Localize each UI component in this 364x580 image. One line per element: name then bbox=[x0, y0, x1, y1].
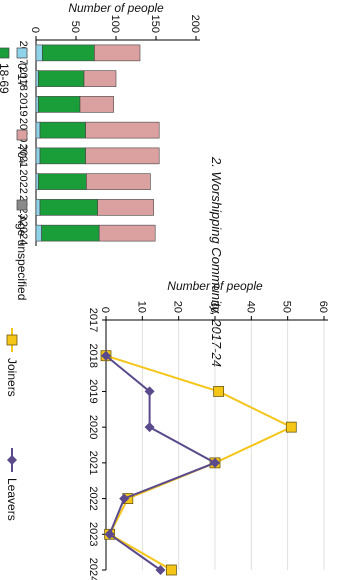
chart-title: 2. Worshipping Community, 2017-24 bbox=[209, 156, 224, 367]
line-y-tick-label: 60 bbox=[317, 301, 329, 313]
bar-segment-70- bbox=[83, 70, 117, 87]
legend-swatch-18-69 bbox=[0, 47, 10, 59]
bar-segment-0-17 bbox=[35, 147, 41, 165]
legend-label-age-unspecified: Age unspecified bbox=[15, 215, 29, 300]
bar-segment-0-17 bbox=[35, 224, 42, 242]
legend-swatch-age-unspecified bbox=[16, 199, 28, 211]
bar-segment-70- bbox=[86, 173, 151, 190]
line-x-tick-label: 2021 bbox=[87, 451, 99, 475]
bar-x-tick-label: 2022 bbox=[17, 169, 29, 193]
bar-y-tick-label: 200 bbox=[189, 15, 201, 33]
bar-segment-70- bbox=[94, 44, 141, 62]
bar-segment-0-17 bbox=[35, 199, 41, 216]
joiners-point bbox=[165, 564, 177, 576]
legend-swatch-0-17 bbox=[16, 47, 28, 59]
bar-segment-18-69 bbox=[39, 199, 98, 216]
bar-y-tick-label: 50 bbox=[69, 21, 81, 33]
bar-y-tick-label: 150 bbox=[149, 15, 161, 33]
bar-segment-18-69 bbox=[42, 44, 95, 62]
legend-label-0-17: 0-17 bbox=[15, 63, 29, 87]
joiners-point bbox=[213, 386, 225, 397]
bar-segment-0-17 bbox=[35, 173, 39, 190]
legend-swatch-70- bbox=[16, 129, 28, 141]
joiners-point bbox=[285, 421, 297, 433]
line-x-tick-label: 2024 bbox=[87, 558, 99, 580]
bar-segment-0-17 bbox=[35, 44, 43, 62]
line-x-tick-label: 2023 bbox=[87, 522, 99, 546]
bar-segment-18-69 bbox=[38, 70, 85, 87]
leavers-point bbox=[210, 457, 220, 468]
legend-label-18-69: 18-69 bbox=[0, 63, 11, 94]
line-y-tick-label: 20 bbox=[172, 301, 184, 313]
series-line-joiners bbox=[105, 354, 294, 571]
line-y-tick-label: 50 bbox=[281, 301, 293, 313]
legend-marker-leavers bbox=[7, 455, 17, 465]
line-x-tick-label: 2022 bbox=[87, 486, 99, 510]
bar-segment-18-69 bbox=[39, 147, 86, 165]
line-chart-legend: Joiners Leavers bbox=[5, 328, 19, 521]
bar-segment-0-17 bbox=[35, 121, 41, 139]
bar-x-tick-label: 2019 bbox=[17, 92, 29, 116]
line-x-tick-label: 2019 bbox=[87, 379, 99, 403]
joiners-leavers-line-chart: 0 10 20 30 40 50 60 2017 2018 2019 2020 2021 2022 202… bbox=[87, 279, 329, 580]
bar-x-tick-label: 2021 bbox=[17, 144, 29, 168]
bar-segment-18-69 bbox=[38, 96, 81, 113]
legend-marker-joiners bbox=[6, 334, 18, 346]
line-y-tick-label: 10 bbox=[135, 301, 147, 313]
bar-segment-18-69 bbox=[39, 121, 86, 139]
line-y-tick-label: 0 bbox=[99, 307, 111, 313]
bar-segment-70- bbox=[85, 121, 160, 139]
legend-label-70-: 70+ bbox=[15, 145, 29, 165]
leavers-point bbox=[144, 386, 155, 397]
bar-segment-70- bbox=[79, 96, 114, 113]
bar-x-tick-label: 2018 bbox=[17, 66, 29, 90]
bar-segment-70- bbox=[85, 147, 160, 165]
leavers-point bbox=[155, 565, 166, 575]
line-y-tick-label: 30 bbox=[208, 301, 220, 313]
bar-segment-18-69 bbox=[41, 224, 100, 242]
bar-x-tick-label: 2024 bbox=[17, 221, 29, 245]
series-line-leavers bbox=[105, 354, 218, 571]
leavers-point bbox=[104, 529, 115, 540]
bar-y-axis-title: Number of people bbox=[68, 1, 164, 15]
bar-segment-0-17 bbox=[35, 96, 39, 113]
leavers-point bbox=[144, 422, 155, 433]
bar-segment-18-69 bbox=[38, 173, 87, 190]
line-x-tick-label: 2018 bbox=[87, 343, 99, 367]
bar-y-tick-label: 100 bbox=[109, 15, 121, 33]
line-y-tick-label: 40 bbox=[244, 301, 256, 313]
leavers-point bbox=[101, 350, 111, 361]
bar-segment-70- bbox=[97, 199, 154, 216]
leavers-point bbox=[119, 493, 130, 504]
bar-segment-0-17 bbox=[35, 70, 39, 87]
line-y-axis-title: Number of people bbox=[167, 279, 263, 293]
bar-y-tick-label: 0 bbox=[29, 27, 41, 33]
bar-segment-70- bbox=[98, 224, 156, 242]
line-x-tick-label: 2020 bbox=[87, 415, 99, 439]
line-x-tick-label: 2017 bbox=[87, 308, 99, 332]
legend-label-leavers: Leavers bbox=[5, 478, 19, 521]
legend-label-joiners: Joiners bbox=[5, 358, 19, 397]
bar-chart-legend: 0-17 18-69 70+ Age unspecified bbox=[0, 47, 29, 300]
